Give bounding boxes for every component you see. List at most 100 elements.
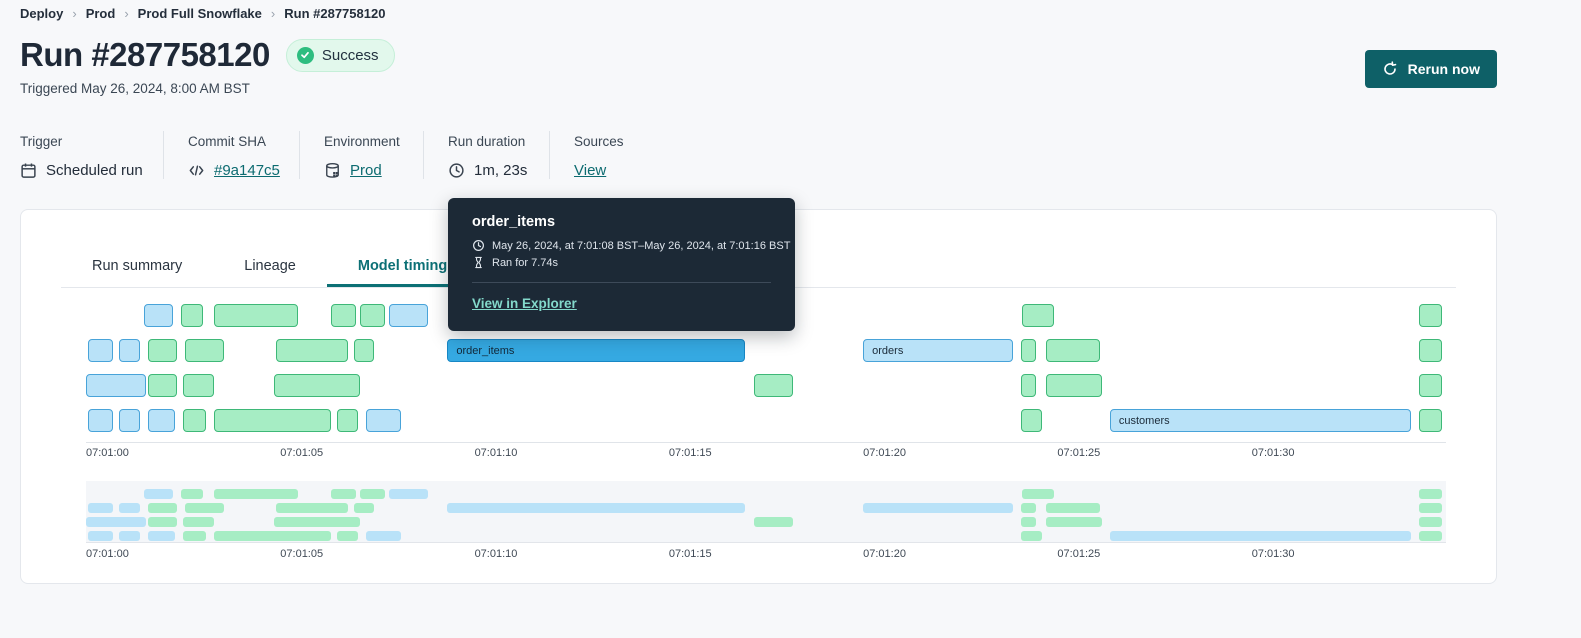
gantt-bar[interactable] (754, 374, 794, 397)
sources-view-link[interactable]: View (574, 162, 607, 179)
gantt-bar-orders[interactable]: orders (863, 339, 1013, 362)
gantt-bar[interactable] (1045, 339, 1101, 362)
timeline-overview-brush[interactable] (86, 481, 1446, 543)
axis-tick-label: 07:01:00 (86, 548, 129, 560)
mini-gantt-bar (1020, 517, 1037, 527)
mini-gantt-bar (1020, 503, 1037, 513)
meta-divider (423, 131, 424, 179)
mini-gantt-bar (214, 489, 298, 499)
gantt-bar[interactable] (274, 374, 360, 397)
axis-tick-label: 07:01:20 (863, 548, 906, 560)
gantt-bar[interactable] (119, 409, 141, 432)
mini-gantt-bar (389, 489, 428, 499)
breadcrumb-item-deploy[interactable]: Deploy (20, 6, 64, 21)
gantt-bar[interactable] (183, 409, 207, 432)
gantt-bar[interactable] (119, 339, 141, 362)
duration-value: 1m, 23s (474, 162, 528, 179)
gantt-bar[interactable] (1418, 304, 1443, 327)
database-icon (324, 162, 341, 179)
gantt-bar[interactable] (87, 339, 114, 362)
mini-gantt-bar (1045, 503, 1101, 513)
gantt-bar[interactable] (1020, 339, 1037, 362)
run-detail-card: Run summary Lineage Model timing Artifac… (20, 209, 1497, 584)
mini-gantt-bar (148, 531, 176, 541)
mini-gantt-bar (119, 503, 141, 513)
commit-sha-link[interactable]: #9a147c5 (214, 162, 280, 179)
mini-gantt-bar (354, 503, 374, 513)
mini-gantt-bar (144, 489, 174, 499)
mini-gantt-bar (330, 489, 357, 499)
gantt-bar[interactable] (87, 409, 114, 432)
environment-link[interactable]: Prod (350, 162, 382, 179)
axis-tick-label: 07:01:25 (1057, 447, 1101, 459)
tooltip-time-range: May 26, 2024, at 7:01:08 BST–May 26, 202… (492, 239, 791, 252)
gantt-bar[interactable] (144, 304, 174, 327)
breadcrumb-item-prod[interactable]: Prod (85, 6, 116, 21)
model-timing-chart: order_items orders customers (86, 302, 1446, 442)
gantt-bar[interactable] (1418, 409, 1443, 432)
gantt-bar[interactable] (389, 304, 428, 327)
clock-icon (448, 162, 465, 179)
tooltip-duration-row: Ran for 7.74s (472, 256, 771, 269)
gantt-bar[interactable] (1020, 374, 1037, 397)
tab-model-timing[interactable]: Model timing (326, 248, 479, 287)
gantt-bar[interactable] (336, 409, 358, 432)
title-row: Run #287758120 Success (20, 36, 395, 74)
axis-tick-label: 07:01:10 (474, 447, 518, 459)
axis-tick-label: 07:01:10 (474, 548, 518, 560)
view-in-explorer-link[interactable]: View in Explorer (472, 296, 577, 311)
gantt-bar[interactable] (185, 339, 224, 362)
mini-gantt-bar (1418, 531, 1443, 541)
tab-lineage[interactable]: Lineage (244, 258, 296, 274)
page-title: Run #287758120 (20, 36, 270, 73)
gantt-bar[interactable] (148, 374, 178, 397)
mini-gantt-bar (359, 489, 386, 499)
mini-gantt-bar (1020, 531, 1042, 541)
rerun-label: Rerun now (1407, 61, 1480, 77)
meta-label-environment: Environment (324, 134, 400, 149)
mini-gantt-bar (185, 503, 224, 513)
gantt-bar-customers[interactable]: customers (1109, 409, 1412, 432)
gantt-bar[interactable] (276, 339, 349, 362)
gantt-bar[interactable] (181, 304, 203, 327)
hourglass-icon (472, 256, 485, 269)
gantt-bar[interactable] (1022, 304, 1054, 327)
mini-gantt-bar (119, 531, 141, 541)
meta-trigger: Trigger Scheduled run (20, 131, 163, 179)
axis-tick-label: 07:01:15 (668, 548, 712, 560)
breadcrumb-item-job[interactable]: Prod Full Snowflake (137, 6, 262, 21)
meta-run-duration: Run duration 1m, 23s (424, 131, 549, 179)
gantt-bar[interactable] (365, 409, 401, 432)
gantt-bar[interactable] (148, 409, 176, 432)
mini-gantt-bar (1418, 517, 1443, 527)
time-axis: 07:01:00 07:01:05 07:01:10 07:01:15 07:01:20… (86, 442, 1446, 460)
rerun-icon (1382, 60, 1399, 78)
gantt-bar[interactable] (354, 339, 374, 362)
mini-gantt-bar (183, 531, 207, 541)
axis-tick-label: 07:01:30 (1251, 548, 1295, 560)
gantt-bar[interactable] (214, 304, 298, 327)
rerun-now-button[interactable]: Rerun now (1364, 50, 1497, 88)
gantt-bar[interactable] (1418, 374, 1443, 397)
gantt-bar[interactable] (1045, 374, 1103, 397)
meta-divider (163, 131, 164, 179)
calendar-icon (20, 162, 37, 179)
gantt-bar[interactable] (183, 374, 215, 397)
breadcrumb: Deploy › Prod › Prod Full Snowflake › Ru… (20, 6, 385, 21)
gantt-bar[interactable] (359, 304, 386, 327)
gantt-bar[interactable] (1020, 409, 1042, 432)
gantt-bar[interactable] (86, 374, 147, 397)
breadcrumb-separator: › (72, 6, 77, 21)
mini-gantt-bar (274, 517, 360, 527)
mini-gantt-bar (1022, 489, 1054, 499)
gantt-bar[interactable] (214, 409, 331, 432)
tab-run-summary[interactable]: Run summary (92, 258, 183, 274)
gantt-bar[interactable] (1418, 339, 1443, 362)
gantt-bar-order_items[interactable]: order_items (447, 339, 745, 362)
meta-divider (299, 131, 300, 179)
mini-gantt-bar (863, 503, 1013, 513)
mini-gantt-bar (1109, 531, 1412, 541)
status-badge-label: Success (321, 46, 379, 64)
gantt-bar[interactable] (330, 304, 357, 327)
gantt-bar[interactable] (148, 339, 178, 362)
